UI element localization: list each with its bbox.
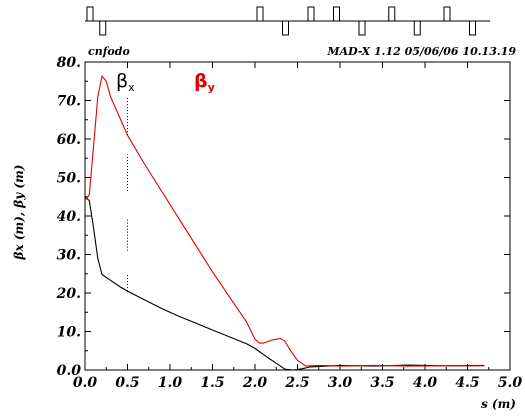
y-tick-label: 60. (57, 132, 81, 148)
lattice-layout (85, 6, 490, 36)
x-tick-label: 2.5 (284, 375, 309, 391)
lattice-element (307, 6, 315, 22)
y-tick-label: 30. (57, 248, 81, 264)
x-tick-label: 0.0 (73, 375, 98, 391)
lattice-element (282, 20, 289, 36)
lattice-element (86, 6, 94, 22)
x-tick-label: 4.0 (413, 375, 438, 391)
x-tick-label: 1.5 (200, 375, 224, 391)
x-tick-label: 3.0 (328, 375, 353, 391)
series-line-beta_x (84, 196, 485, 371)
y-tick-label: 40. (57, 209, 81, 225)
y-tick-label: 10. (57, 325, 81, 341)
lattice-element (443, 6, 451, 22)
y-tick-label: 80. (57, 55, 81, 71)
lattice-element (256, 6, 264, 22)
y-tick-label: 20. (56, 286, 81, 302)
y-tick-label: 70. (57, 94, 81, 110)
lattice-element (99, 20, 107, 36)
y-axis-title: βx (m), βy (m) (12, 165, 26, 261)
lattice-element (469, 20, 476, 36)
y-tick-label: 50. (57, 171, 81, 187)
lattice-element (388, 6, 396, 22)
x-tick-label: 4.5 (455, 375, 479, 391)
x-axis-ticks: 0.0 0.5 1.0 1.5 2.0 2.5 3.0 3.5 4.0 4.5 5.0 (73, 62, 523, 391)
legend-beta-y: βy (194, 70, 215, 94)
legend-beta-x: βx (116, 70, 135, 94)
x-axis-title: s (m) (481, 397, 516, 411)
header-left-label: cnfodo (88, 45, 130, 58)
series-group (84, 74, 485, 371)
lattice-element (413, 20, 421, 36)
lattice-element (358, 20, 366, 36)
plot-border (84, 61, 511, 371)
y-axis-ticks: 0.0 10. 20. 30. 40. 50. 60. 70. 80. (56, 55, 510, 379)
x-tick-label: 5.0 (498, 375, 523, 391)
x-tick-label: 3.5 (370, 375, 394, 391)
x-tick-label: 1.0 (158, 375, 183, 391)
y-tick-label: 0.0 (57, 363, 82, 379)
x-tick-label: 2.0 (242, 375, 268, 391)
lattice-element (333, 6, 340, 22)
x-tick-label: 0.5 (115, 375, 139, 391)
header-right-label: MAD-X 1.12 05/06/06 10.13.19 (326, 45, 516, 58)
series-line-beta_y (84, 74, 485, 367)
plot-frame (84, 61, 511, 371)
